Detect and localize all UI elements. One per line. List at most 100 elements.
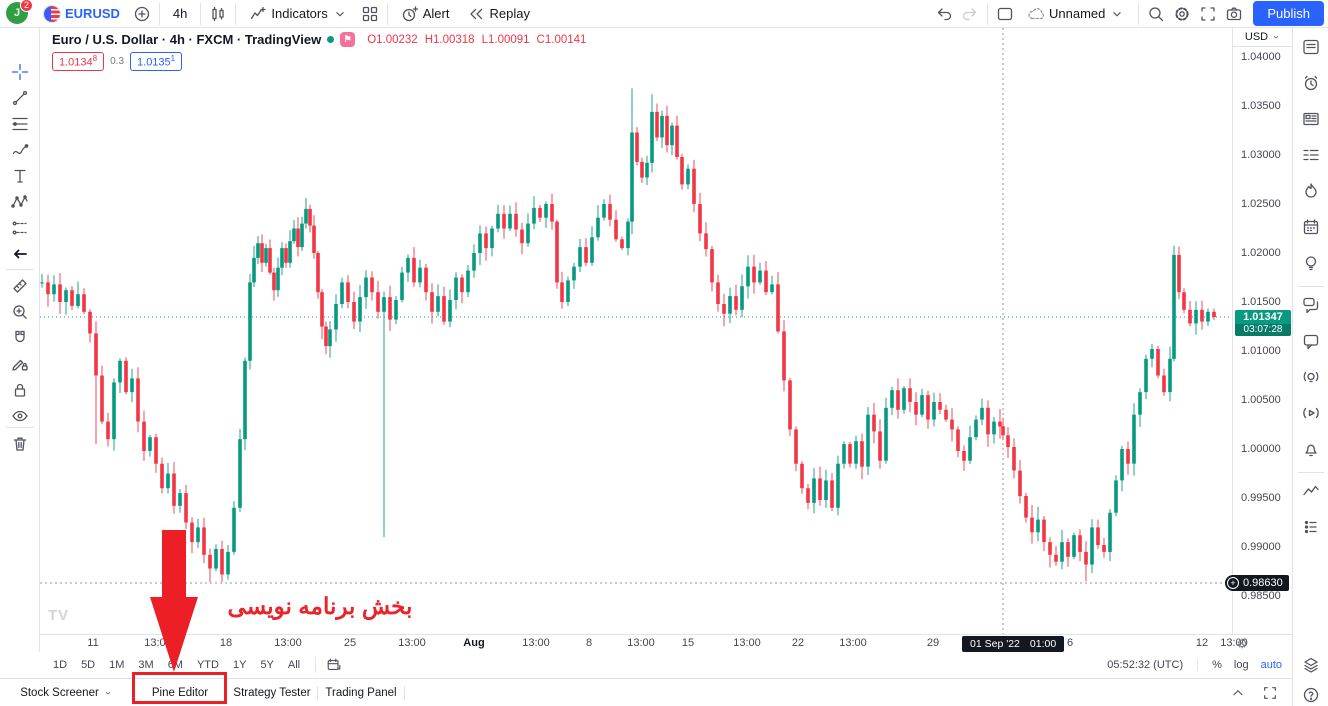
- log-scale-button[interactable]: log: [1233, 659, 1249, 671]
- object-tree-layers-icon[interactable]: [1302, 656, 1320, 674]
- percent-scale-button[interactable]: %: [1212, 659, 1222, 671]
- range-button-all[interactable]: All: [287, 659, 301, 671]
- news-icon[interactable]: [1302, 110, 1320, 128]
- publish-button[interactable]: Publish: [1253, 1, 1324, 26]
- redo-icon[interactable]: [961, 5, 979, 23]
- public-chat-icon[interactable]: [1302, 296, 1320, 314]
- alerts-clock-icon[interactable]: [1302, 74, 1320, 92]
- data-window-icon[interactable]: [1302, 146, 1320, 164]
- market-status-dot[interactable]: [327, 36, 335, 43]
- candles: [40, 88, 1216, 583]
- axis-currency-selector[interactable]: USD: [1233, 28, 1293, 47]
- notifications-bell-icon[interactable]: [1302, 440, 1320, 458]
- ideas-lightbulb-icon[interactable]: [1302, 254, 1320, 272]
- tab-trading-panel[interactable]: Trading Panel: [325, 686, 397, 699]
- divider: [986, 2, 988, 25]
- chart-style-icon[interactable]: [209, 5, 227, 23]
- watchlist-icon[interactable]: [1302, 38, 1320, 56]
- time-tick: 13:00: [398, 637, 426, 649]
- help-icon[interactable]: [1302, 686, 1320, 704]
- range-button-6m[interactable]: 6M: [167, 659, 183, 671]
- chevron-down-icon: [1273, 35, 1279, 39]
- tab-pine-editor[interactable]: Pine Editor: [151, 686, 209, 699]
- measure-ruler-icon[interactable]: [11, 277, 29, 295]
- auto-scale-button[interactable]: auto: [1260, 659, 1282, 671]
- fullscreen-icon[interactable]: [1199, 5, 1217, 23]
- range-button-ytd[interactable]: YTD: [196, 659, 219, 671]
- interval-button[interactable]: 4h: [172, 6, 188, 21]
- crosshair-time-label: 01 Sep '22 01:00: [962, 635, 1065, 652]
- top-toolbar: J 2 EURUSD 4h Indicators Alert Replay Un…: [0, 0, 1328, 28]
- forecast-tool-icon[interactable]: [11, 219, 29, 237]
- zoom-in-tool-icon[interactable]: [11, 303, 29, 321]
- chart-canvas[interactable]: Euro / U.S. Dollar · 4h · FXCM · Trading…: [40, 28, 1232, 634]
- fib-retracement-tool-icon[interactable]: [11, 115, 29, 133]
- xabcd-pattern-tool-icon[interactable]: [11, 193, 29, 211]
- add-alert-plus-icon[interactable]: +: [1227, 577, 1239, 589]
- arrow-tool-icon[interactable]: [11, 245, 29, 263]
- tab-stock-screener[interactable]: Stock Screener: [0, 679, 133, 706]
- open-value: O1.00232: [367, 33, 418, 46]
- divider: [158, 2, 160, 25]
- flagged-symbol-icon[interactable]: ⚑: [340, 32, 356, 47]
- indicators-button[interactable]: Indicators: [244, 3, 352, 25]
- price-tick: 1.02000: [1241, 247, 1281, 259]
- tab-strategy-tester[interactable]: Strategy Tester: [233, 686, 311, 699]
- range-button-3m[interactable]: 3M: [138, 659, 154, 671]
- spread-value: 0.3: [110, 55, 125, 67]
- chart-title[interactable]: Euro / U.S. Dollar · 4h · FXCM · Trading…: [52, 32, 322, 47]
- maximize-panel-icon[interactable]: [1262, 685, 1278, 701]
- search-icon[interactable]: [1147, 5, 1165, 23]
- sidebar-separator: [1298, 472, 1324, 473]
- range-button-5d[interactable]: 5D: [81, 659, 96, 671]
- drawing-mode-lock-icon[interactable]: [11, 355, 29, 373]
- layout-icon[interactable]: [996, 5, 1014, 23]
- settings-gear-icon[interactable]: [1173, 5, 1191, 23]
- price-tick: 1.02500: [1241, 198, 1281, 210]
- hotlists-flame-icon[interactable]: [1302, 182, 1320, 200]
- trend-line-tool-icon[interactable]: [11, 89, 29, 107]
- screenshot-camera-icon[interactable]: [1225, 5, 1243, 23]
- axis-settings-gear-icon[interactable]: ⚙: [1236, 636, 1248, 651]
- text-tool-icon[interactable]: [11, 167, 29, 185]
- chevron-down-icon: [105, 691, 111, 694]
- clock-utc[interactable]: 05:52:32 (UTC): [1107, 659, 1184, 671]
- ohlc-values: O1.00232 H1.00318 L1.00091 C1.00141: [367, 34, 586, 46]
- private-chat-icon[interactable]: [1302, 332, 1320, 350]
- templates-grid-icon[interactable]: [361, 5, 379, 23]
- calendar-icon[interactable]: [1302, 218, 1320, 236]
- price-axis[interactable]: USD 1.04000 1.03500 1.03000 1.02500 1.02000 1…: [1225, 28, 1293, 634]
- brush-tool-icon[interactable]: [11, 141, 29, 159]
- buy-price-button[interactable]: 1.01351: [130, 52, 183, 71]
- range-button-1y[interactable]: 1Y: [232, 659, 247, 671]
- undo-icon[interactable]: [935, 5, 953, 23]
- magnet-tool-icon[interactable]: [11, 329, 29, 347]
- layout-name-button[interactable]: Unnamed: [1022, 3, 1130, 25]
- collapse-panel-chevron-icon[interactable]: [1230, 685, 1246, 701]
- streams-icon[interactable]: [1302, 368, 1320, 386]
- alert-button[interactable]: Alert: [396, 3, 455, 25]
- time-tick: 29: [926, 637, 940, 649]
- sell-price-button[interactable]: 1.01348: [52, 52, 105, 71]
- price-tick: 0.99500: [1241, 492, 1281, 504]
- order-panel-icon[interactable]: [1302, 482, 1320, 500]
- compare-add-icon[interactable]: [133, 5, 151, 23]
- time-axis[interactable]: 11 13:00 18 13:00 25 13:00 Aug 13:00 8 13:00 15 13:…: [40, 634, 1292, 652]
- symbol-button[interactable]: EURUSD: [38, 3, 125, 25]
- crosshair-tool-icon[interactable]: [11, 63, 29, 81]
- dom-ladder-icon[interactable]: [1302, 518, 1320, 536]
- remove-drawings-trash-icon[interactable]: [11, 435, 29, 453]
- range-button-1d[interactable]: 1D: [53, 659, 68, 671]
- lock-all-icon[interactable]: [11, 381, 29, 399]
- go-to-date-button[interactable]: [315, 657, 342, 673]
- hide-drawings-eye-icon[interactable]: [11, 407, 29, 425]
- range-button-1m[interactable]: 1M: [109, 659, 125, 671]
- toolbar-separator: [6, 427, 34, 428]
- time-tick: 13:00: [522, 637, 550, 649]
- user-avatar[interactable]: J 2: [6, 0, 33, 26]
- range-button-5y[interactable]: 5Y: [260, 659, 274, 671]
- replay-button[interactable]: Replay: [462, 3, 534, 25]
- price-tick: 0.98500: [1241, 590, 1281, 602]
- candlestick-chart[interactable]: [40, 28, 1232, 634]
- live-broadcast-icon[interactable]: [1302, 404, 1320, 422]
